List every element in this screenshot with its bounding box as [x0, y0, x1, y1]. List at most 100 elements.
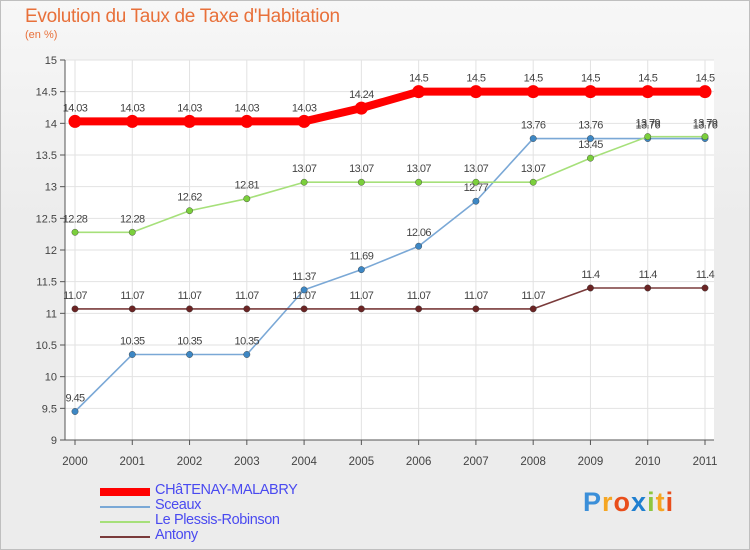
logo-letter: P — [583, 487, 603, 517]
data-point — [357, 305, 365, 313]
data-point — [300, 305, 308, 313]
data-point — [128, 351, 136, 358]
data-label: 11.37 — [292, 271, 316, 283]
data-point — [71, 408, 79, 415]
data-label: 11.07 — [407, 290, 431, 302]
x-tick-label: 2002 — [177, 456, 203, 468]
data-point — [415, 178, 423, 186]
legend-swatch — [100, 505, 150, 508]
data-label: 11.07 — [178, 290, 202, 302]
legend-swatch — [100, 520, 150, 523]
legend-label: Antony — [155, 527, 198, 543]
data-label: 14.03 — [292, 102, 317, 114]
x-tick-label: 2009 — [578, 456, 604, 468]
data-point — [128, 228, 136, 236]
data-label: 14.5 — [638, 73, 657, 85]
data-point — [698, 85, 712, 99]
data-label: 14.5 — [524, 73, 543, 85]
chart-unit: (en %) — [25, 29, 58, 41]
data-label: 14.5 — [581, 73, 600, 85]
data-label: 13.76 — [521, 120, 546, 132]
data-point — [240, 114, 254, 128]
logo-letter: r — [602, 487, 614, 517]
data-label: 12.28 — [120, 213, 145, 225]
data-label: 13.79 — [693, 118, 718, 130]
chart-title: Evolution du Taux de Taxe d'Habitation — [25, 6, 340, 27]
x-tick-label: 2000 — [62, 456, 88, 468]
data-point — [186, 351, 193, 358]
series-line — [74, 287, 706, 310]
y-tick-label: 9.5 — [42, 403, 57, 415]
data-label: 11.07 — [521, 290, 545, 302]
data-point — [472, 197, 480, 205]
data-label: 13.76 — [578, 120, 603, 132]
x-tick-label: 2010 — [635, 456, 661, 468]
data-point — [186, 207, 193, 215]
logo-letter: x — [631, 487, 648, 517]
series-line — [74, 135, 706, 234]
data-point — [183, 114, 197, 128]
data-label: 13.07 — [292, 163, 317, 175]
x-tick-label: 2001 — [119, 456, 145, 468]
data-label: 13.07 — [349, 163, 374, 175]
x-tick-label: 2004 — [291, 456, 317, 468]
y-tick-label: 10 — [45, 372, 57, 384]
data-point — [701, 133, 709, 141]
x-tick-label: 2005 — [349, 456, 375, 468]
data-label: 12.62 — [177, 192, 202, 204]
logo-letter: i — [665, 487, 675, 517]
data-label: 13.45 — [578, 139, 603, 151]
data-label: 14.03 — [63, 102, 88, 114]
proxiti-logo: Proxiti — [583, 487, 674, 518]
data-label: 14.24 — [349, 89, 374, 101]
data-point — [357, 266, 365, 274]
data-label: 14.5 — [695, 73, 714, 85]
data-point — [469, 85, 483, 99]
data-label: 14.03 — [177, 102, 202, 114]
legend-label: Le Plessis-Robinson — [155, 512, 280, 528]
x-tick-label: 2006 — [406, 456, 432, 468]
data-point — [243, 305, 251, 313]
x-tick-label: 2003 — [234, 456, 260, 468]
y-tick-label: 14.5 — [36, 87, 57, 99]
y-tick-label: 13 — [45, 182, 57, 194]
data-label: 10.35 — [235, 336, 260, 348]
data-point — [243, 195, 251, 203]
data-point — [415, 305, 423, 313]
legend-swatch — [100, 487, 150, 496]
data-label: 13.76 — [635, 120, 660, 132]
data-point — [125, 114, 139, 128]
data-point — [587, 154, 594, 162]
data-label: 12.77 — [464, 182, 489, 194]
x-tick-label: 2008 — [520, 456, 546, 468]
y-tick-label: 13.5 — [36, 150, 57, 162]
legend-label: Sceaux — [155, 497, 201, 513]
data-label: 12.06 — [406, 227, 431, 239]
y-tick-label: 10.5 — [36, 340, 57, 352]
legend-label: CHâTENAY-MALABRY — [155, 482, 298, 498]
data-point — [300, 178, 308, 186]
data-point — [529, 305, 537, 313]
series-line — [74, 137, 706, 413]
data-point — [128, 305, 136, 313]
data-label: 14.5 — [409, 73, 428, 85]
data-label: 14.03 — [120, 102, 145, 114]
data-label: 11.4 — [696, 269, 715, 281]
data-point — [412, 85, 426, 99]
logo-letter: t — [655, 487, 666, 517]
data-point — [71, 305, 79, 313]
data-point — [641, 85, 655, 99]
data-point — [583, 85, 597, 99]
logo-letter: i — [647, 487, 656, 517]
data-point — [472, 178, 480, 186]
y-tick-label: 9 — [51, 435, 57, 447]
data-point — [526, 85, 540, 99]
data-label: 14.5 — [466, 73, 485, 85]
data-point — [71, 228, 79, 236]
data-point — [529, 178, 537, 186]
data-label: 12.81 — [235, 180, 260, 192]
y-tick-label: 11 — [46, 308, 57, 320]
series-line — [71, 87, 709, 126]
data-point — [701, 284, 709, 292]
